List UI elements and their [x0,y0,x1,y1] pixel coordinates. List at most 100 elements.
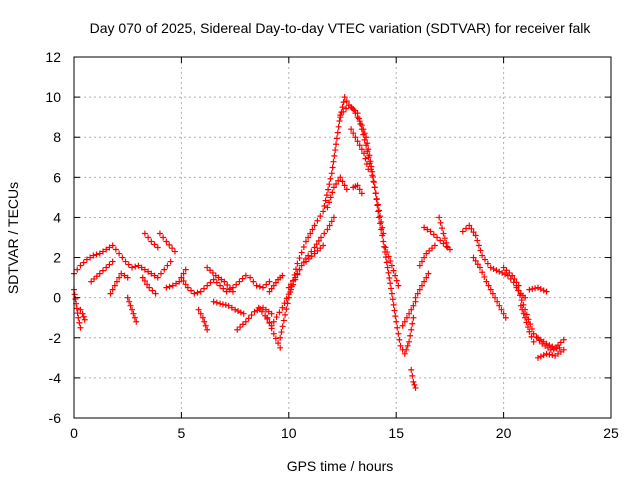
data-point [323,192,330,199]
data-series [302,242,327,265]
data-point [540,287,547,294]
data-point [525,316,532,323]
data-point [202,322,209,329]
data-point [470,254,477,261]
data-series [204,264,236,295]
data-series [350,182,365,197]
data-point [80,259,87,266]
data-point [560,336,567,343]
data-point [385,253,392,260]
data-point [201,318,208,325]
data-point [408,306,415,313]
data-point [109,258,116,265]
data-point [332,147,339,154]
data-point [164,262,171,269]
data-point [130,310,137,317]
data-point [333,135,340,142]
data-point [369,168,376,175]
data-point [421,254,428,261]
data-point [441,235,448,242]
data-series [324,174,350,211]
data-series [71,286,84,331]
data-point [99,248,106,255]
data-point [412,384,419,391]
data-point [343,98,350,105]
data-point [352,110,359,117]
data-point [99,267,106,274]
data-point [371,184,378,191]
data-point [376,214,383,221]
data-point [298,262,305,269]
data-point [335,123,342,130]
data-point [270,318,277,325]
data-point [367,158,374,165]
data-series [513,284,529,301]
data-point [474,261,481,268]
data-point [546,351,553,358]
data-point [526,286,533,293]
data-point [96,270,103,277]
data-point [270,330,277,337]
data-point [382,244,389,251]
data-point [396,336,403,343]
data-point [251,308,258,315]
chart-title: Day 070 of 2025, Sidereal Day-to-day VTE… [90,20,592,36]
data-point [290,277,297,284]
data-point [242,318,249,325]
data-point [518,297,525,304]
data-point [327,175,334,182]
data-point [90,252,97,259]
data-point [74,310,81,317]
data-point [502,271,509,278]
data-point [204,282,211,289]
y-tick-labels: -6 -4 -2 0 2 4 6 8 10 12 [45,49,61,426]
data-point [275,340,282,347]
data-point [350,106,357,113]
x-tick-label: 15 [388,425,404,441]
data-point [537,285,544,292]
y-tick-label: 2 [53,250,61,266]
data-point [401,318,408,325]
data-point [416,286,423,293]
data-point [470,229,477,236]
data-point [410,314,417,321]
data-series [195,306,211,333]
data-point [426,247,433,254]
data-point [487,264,494,271]
data-series [255,304,275,329]
data-point [160,234,167,241]
data-series [436,214,451,251]
data-point [146,284,153,291]
data-point [308,253,315,260]
data-point [360,150,367,157]
data-point [481,256,488,263]
data-point [409,372,416,379]
data-point [141,230,148,237]
y-tick-label: -4 [49,370,62,386]
data-series [526,284,550,295]
data-point [549,343,556,350]
data-point [315,237,322,244]
data-point [401,350,408,357]
data-point [459,228,466,235]
data-point [232,306,239,313]
data-point [466,222,473,229]
data-point [307,230,314,237]
data-point [395,330,402,337]
data-point [151,272,158,279]
data-point [409,320,416,327]
data-point [387,258,394,265]
data-point [227,285,234,292]
data-point [314,217,321,224]
data-point [253,282,260,289]
y-tick-label: 12 [45,49,61,65]
data-point [532,285,539,292]
data-point [148,270,155,277]
data-point [395,282,402,289]
data-series [500,264,522,289]
data-point [329,189,336,196]
data-point [370,173,377,180]
data-point [213,299,220,306]
data-point [358,122,365,129]
